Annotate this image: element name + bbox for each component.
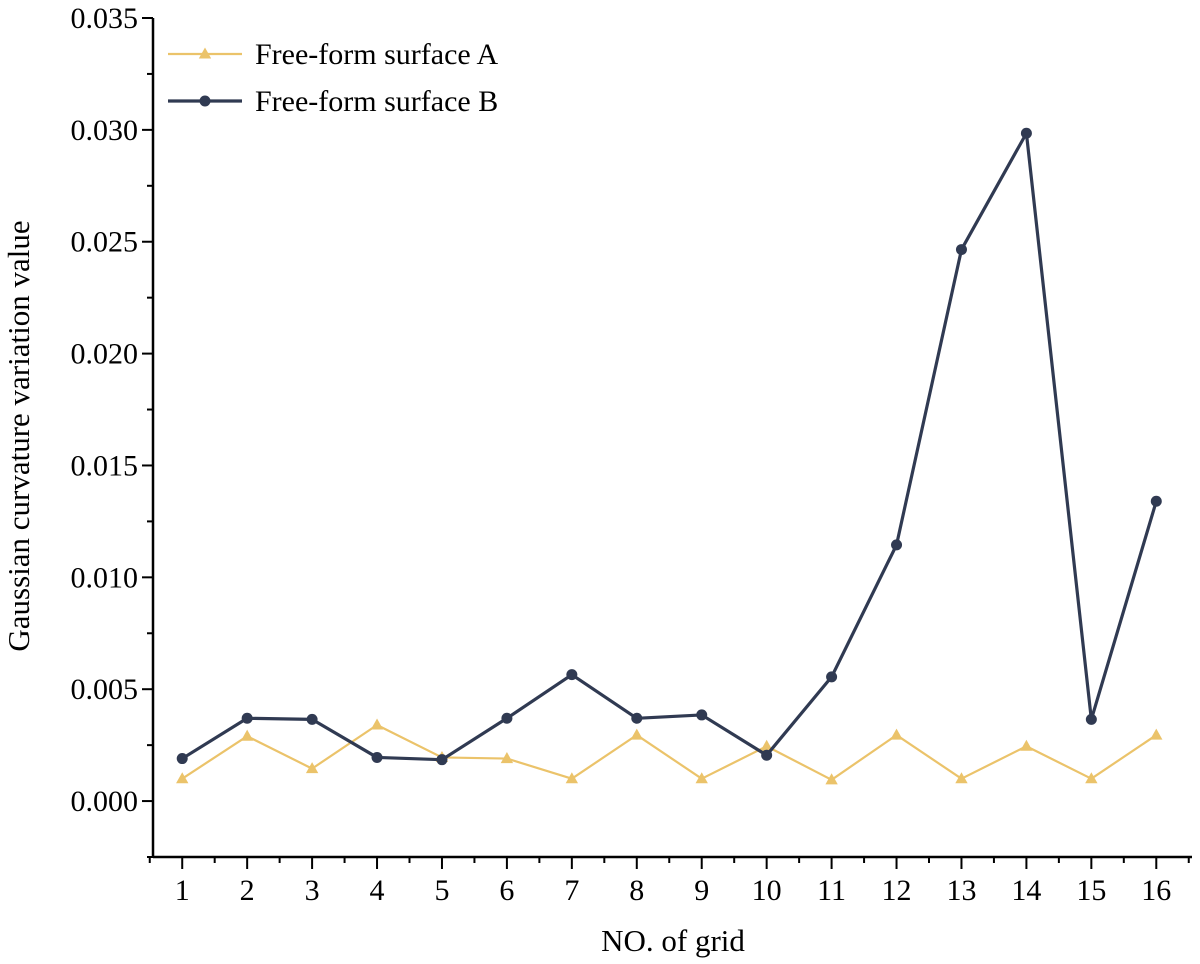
y-tick-label: 0.020 — [71, 338, 139, 371]
series-b-point — [371, 751, 383, 763]
series-b-point — [1150, 495, 1162, 507]
x-tick-label: 13 — [946, 874, 976, 907]
series-a-point — [1020, 739, 1033, 751]
series-line-a — [181, 723, 1157, 781]
series-b-point — [176, 753, 188, 765]
x-tick-label: 9 — [694, 874, 709, 907]
series-a-point — [955, 772, 968, 784]
series-b-point — [1085, 713, 1097, 725]
x-tick-label: 12 — [882, 874, 912, 907]
series-line-b — [181, 131, 1158, 762]
series-a-point — [500, 752, 514, 764]
x-tick-label: 3 — [305, 874, 320, 907]
series-b-point — [306, 713, 318, 725]
y-tick-label: 0.025 — [71, 226, 139, 259]
y-tick-label: 0.010 — [71, 561, 139, 594]
x-tick-label: 6 — [499, 874, 514, 907]
series-b-point — [761, 749, 773, 761]
series-a-point — [1150, 728, 1163, 740]
x-tick-label: 2 — [240, 874, 255, 907]
series-b-point — [566, 669, 578, 681]
series-a-point — [176, 772, 189, 784]
legend: Free-form surface A Free-form surface B — [168, 38, 499, 118]
x-tick-label: 16 — [1141, 874, 1171, 907]
x-tick-label: 4 — [370, 874, 385, 907]
x-tick-label: 15 — [1076, 874, 1106, 907]
series-b-point — [955, 244, 967, 256]
series-a-point — [305, 762, 319, 774]
series-a-point — [565, 772, 579, 784]
series-a-point — [630, 728, 643, 740]
series-a-point — [760, 739, 773, 751]
series-a-point — [695, 772, 708, 784]
legend-label: Free-form surface A — [255, 38, 499, 71]
x-tick-label: 1 — [175, 874, 190, 907]
series-b-point — [696, 709, 708, 721]
y-tick-label: 0.005 — [71, 673, 139, 706]
y-tick-label: 0.035 — [71, 2, 139, 35]
series-b-point — [631, 712, 643, 724]
x-tick-label: 14 — [1011, 874, 1041, 907]
series-a-point — [890, 728, 903, 740]
legend-marker — [199, 95, 211, 107]
series-b-point — [1020, 127, 1032, 139]
y-axis-title: Gaussian curvature variation value — [1, 220, 36, 651]
x-tick-label: 8 — [629, 874, 644, 907]
series-b-point — [436, 754, 448, 766]
legend-marker — [198, 47, 212, 59]
series-b-point — [501, 712, 513, 724]
series-a-point — [370, 718, 384, 730]
series-b-point — [241, 712, 253, 724]
series-b-point — [826, 671, 838, 683]
axes: 0.000 0.005 0.010 0.015 0.020 0.025 0.030 0.035… — [71, 2, 1192, 907]
series-a-point — [240, 729, 254, 741]
x-tick-label: 11 — [817, 874, 846, 907]
series-a-point — [1085, 772, 1098, 784]
x-tick-label: 5 — [434, 874, 449, 907]
x-axis-title: NO. of grid — [601, 923, 745, 958]
y-tick-label: 0.030 — [71, 114, 139, 147]
legend-label: Free-form surface B — [255, 85, 498, 118]
y-tick-label: 0.000 — [71, 785, 139, 818]
plot-area — [176, 127, 1163, 785]
series-b-point — [891, 539, 903, 551]
y-tick-label: 0.015 — [71, 449, 139, 482]
x-tick-label: 7 — [564, 874, 579, 907]
series-a-point — [825, 773, 838, 785]
x-tick-label: 10 — [752, 874, 782, 907]
